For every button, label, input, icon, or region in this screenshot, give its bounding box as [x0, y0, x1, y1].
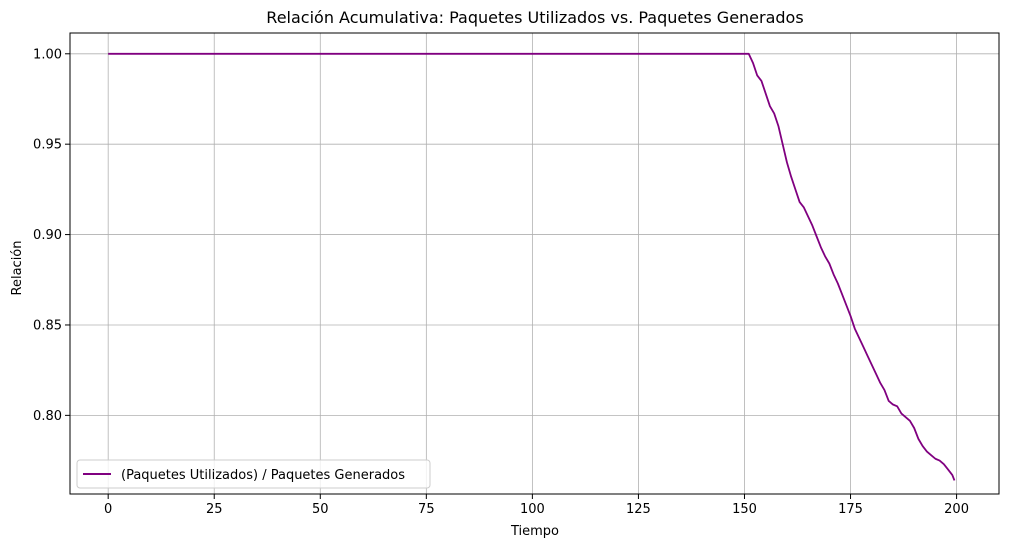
y-axis-label: Relación: [10, 241, 25, 296]
x-tick-label: 0: [104, 502, 112, 517]
axis-ticks: 0 25 50 75 100 125 150 175 200 0.80 0.85 0.90 0.95 1.…: [33, 47, 969, 517]
y-tick-label: 0.90: [33, 228, 62, 243]
series-layer: [108, 52, 956, 481]
series-line: [108, 52, 956, 481]
y-tick-label: 0.85: [33, 318, 62, 333]
plot-area-frame: [69, 32, 1000, 495]
x-tick-label: 175: [838, 502, 863, 517]
x-tick-label: 25: [206, 502, 223, 517]
legend: (Paquetes Utilizados) / Paquetes Generad…: [76, 459, 431, 489]
legend-box: [76, 459, 431, 489]
x-tick-label: 75: [418, 502, 435, 517]
x-axis-label: Tiempo: [510, 524, 559, 539]
x-tick-label: 150: [732, 502, 757, 517]
grid: [70, 33, 999, 494]
x-tick-label: 200: [944, 502, 969, 517]
y-tick-label: 0.95: [33, 138, 62, 153]
x-tick-label: 100: [520, 502, 545, 517]
legend-label: (Paquetes Utilizados) / Paquetes Generad…: [121, 468, 405, 483]
y-tick-label: 1.00: [33, 47, 62, 62]
y-tick-label: 0.80: [33, 409, 62, 424]
chart-title: Relación Acumulativa: Paquetes Utilizado…: [266, 8, 803, 27]
x-tick-label: 50: [312, 502, 329, 517]
x-tick-label: 125: [626, 502, 651, 517]
